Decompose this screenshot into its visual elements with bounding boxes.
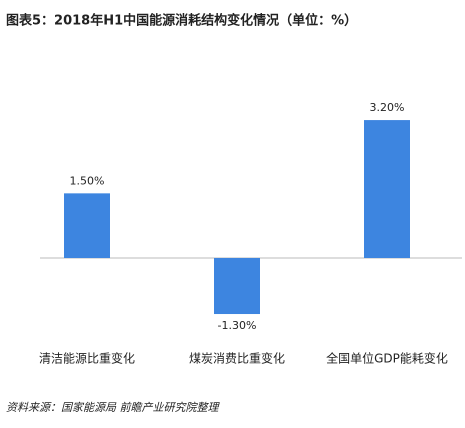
x-tick-label: 全国单位GDP能耗变化 bbox=[326, 351, 448, 366]
x-tick-label: 清洁能源比重变化 bbox=[39, 351, 135, 366]
bar bbox=[214, 258, 260, 315]
value-label: 1.50% bbox=[70, 174, 105, 187]
bar bbox=[64, 193, 110, 258]
bar bbox=[364, 120, 410, 258]
value-label: 3.20% bbox=[370, 101, 405, 114]
value-label: -1.30% bbox=[218, 319, 257, 332]
source-note: 资料来源：国家能源局 前瞻产业研究院整理 bbox=[6, 401, 220, 414]
chart-title: 图表5：2018年H1中国能源消耗结构变化情况（单位：%） bbox=[6, 13, 357, 29]
x-tick-label: 煤炭消费比重变化 bbox=[189, 351, 285, 366]
